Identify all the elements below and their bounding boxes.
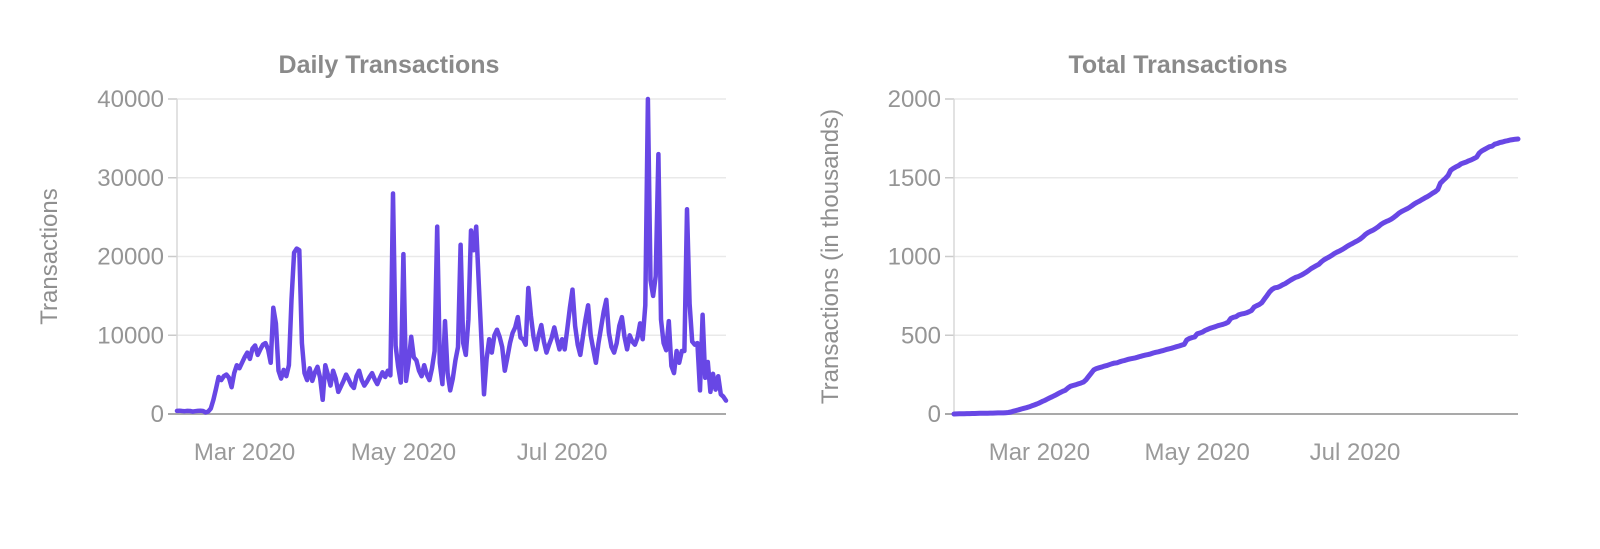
y-tick-label: 10000 (97, 322, 164, 349)
y-tick-label: 0 (928, 401, 941, 428)
y-tick-label: 20000 (97, 244, 164, 271)
x-tick-label: Jul 2020 (1310, 439, 1401, 466)
chart-title: Daily Transactions (279, 51, 500, 79)
y-tick-label: 1500 (888, 165, 941, 192)
y-tick-label: 40000 (97, 86, 164, 113)
x-tick-label: Mar 2020 (194, 439, 295, 466)
y-tick-label: 500 (901, 322, 941, 349)
y-tick-label: 30000 (97, 165, 164, 192)
x-tick-label: May 2020 (351, 439, 456, 466)
x-tick-label: Mar 2020 (989, 439, 1090, 466)
daily-transactions-chart: 40000 30000 20000 10000 0 Mar 2020 May 2020 Jul… (36, 51, 729, 466)
series-line (951, 136, 1521, 417)
series-line (174, 96, 729, 415)
y-tick-label: 1000 (888, 244, 941, 271)
x-tick-label: May 2020 (1144, 439, 1249, 466)
y-tick-label: 0 (151, 401, 164, 428)
y-axis-label: Transactions (36, 188, 63, 325)
y-tick-label: 2000 (888, 86, 941, 113)
total-transactions-chart: 2000 1500 1000 500 0 Mar 2020 May 2020 Jul 2020… (817, 51, 1521, 466)
y-axis-label: Transactions (in thousands) (817, 109, 844, 404)
x-tick-label: Jul 2020 (517, 439, 608, 466)
chart-title: Total Transactions (1068, 51, 1287, 79)
